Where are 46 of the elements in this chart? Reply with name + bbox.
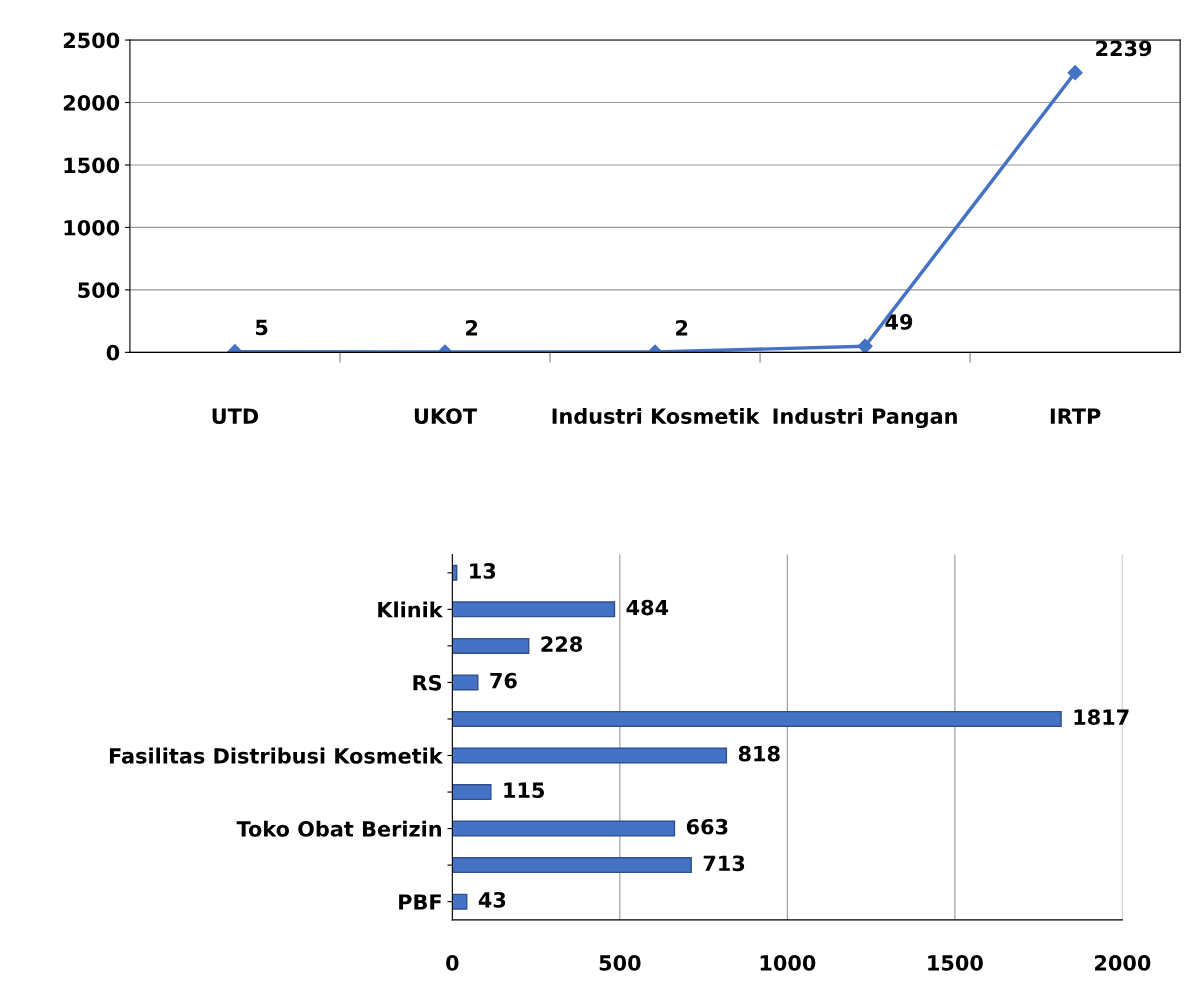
bar (452, 710, 1062, 727)
x-tick-label: UKOT (414, 408, 477, 425)
y-tick-label: PBF (399, 894, 441, 910)
data-label: 5 (256, 319, 268, 336)
data-label: 115 (504, 782, 544, 799)
data-label: 2239 (1096, 40, 1152, 57)
data-label: 76 (490, 672, 517, 689)
data-label: 663 (686, 818, 728, 835)
x-tick-label: 500 (599, 955, 641, 971)
data-label: 43 (478, 891, 506, 908)
bar (452, 747, 728, 764)
bar (452, 893, 468, 910)
bar (452, 674, 479, 691)
bar (452, 784, 492, 801)
data-label: 2 (466, 319, 478, 336)
y-tick-label: 500 (78, 282, 120, 299)
x-tick-label: Industri Pangan (773, 407, 957, 429)
data-label: 818 (738, 745, 780, 762)
x-tick-label: 1500 (928, 955, 983, 971)
y-tick-label: Fasilitas Distribusi Kosmetik (109, 747, 444, 764)
data-label: 2 (676, 319, 688, 336)
data-label: 484 (626, 599, 669, 616)
x-tick-label: UTD (212, 408, 259, 425)
data-label: 49 (885, 314, 913, 330)
y-tick-label: 0 (106, 344, 120, 361)
y-tick-label: 1000 (64, 219, 120, 236)
bar (452, 601, 616, 618)
y-tick-label: 2500 (63, 32, 120, 49)
y-tick-label: RS (413, 674, 442, 691)
data-label: 13 (470, 563, 496, 579)
y-tick-label: 1500 (64, 157, 120, 174)
bar (452, 637, 530, 654)
x-tick-label: IRTP (1050, 408, 1101, 424)
y-tick-label: Toko Obat Berizin (236, 820, 441, 837)
bar (452, 820, 676, 837)
x-tick-label: Industri Kosmetik (552, 407, 760, 425)
x-tick-label: 1000 (760, 955, 816, 971)
y-tick-label: 2000 (63, 94, 120, 111)
point (1067, 65, 1083, 81)
x-tick-label: 0 (446, 955, 459, 971)
data-label: 1817 (1074, 709, 1129, 726)
data-label: 713 (703, 855, 745, 872)
data-label: 228 (541, 636, 583, 652)
bar (452, 857, 692, 874)
y-tick-label: Klinik (378, 601, 443, 618)
x-tick-label: 2000 (1095, 955, 1151, 971)
